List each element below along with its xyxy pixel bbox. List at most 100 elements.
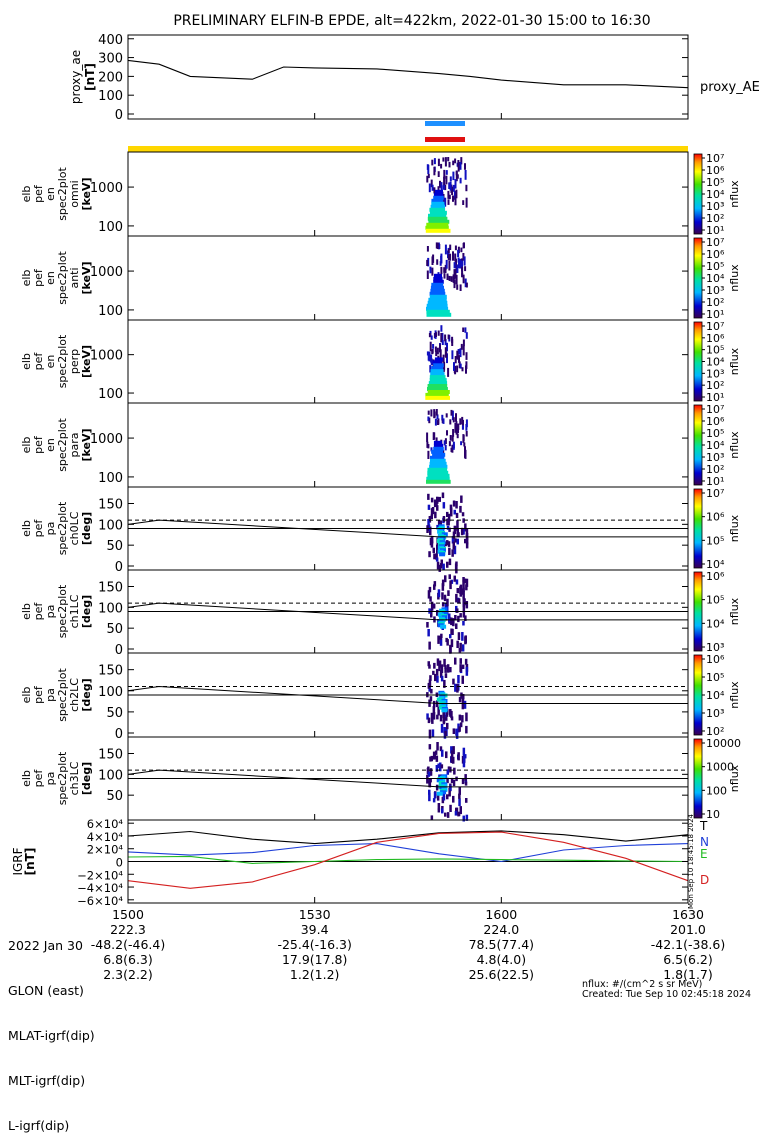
panel1-speck: [445, 175, 448, 185]
panel1-flux-cell: [435, 189, 443, 194]
panel3-flux-cell: [431, 366, 444, 371]
panel2-ytick-label: 100: [98, 304, 123, 319]
panel6-speck: [447, 590, 450, 596]
panel3-zlabel-tick: 10³: [706, 367, 724, 380]
panel5-speck: [452, 541, 455, 550]
panel1-ylabel-3: spec2plot: [56, 167, 69, 221]
panel1-speck: [459, 177, 462, 184]
panel8-ytick-label: 100: [98, 768, 123, 783]
panel2-speck: [464, 278, 467, 288]
panel4-speck: [444, 438, 447, 445]
panel7-speck: [446, 722, 449, 730]
panel2-speck: [447, 254, 450, 261]
panel4-speck: [461, 416, 464, 425]
panel2-speck: [453, 279, 456, 289]
panel4-speck: [449, 435, 452, 441]
panel1-ylabel-2: en: [44, 187, 57, 201]
panel3-speck: [435, 332, 437, 337]
panel4-speck: [435, 409, 438, 416]
panel2-speck: [436, 259, 439, 265]
panel2-speck: [461, 266, 464, 272]
panel3-flux-cell: [429, 378, 447, 383]
panel5-speck: [465, 542, 469, 549]
panel5-speck: [446, 511, 449, 517]
igrf-legend-E: E: [700, 847, 708, 861]
panel8-speck: [461, 778, 465, 785]
panel5-ytick-label: 50: [106, 539, 123, 554]
panel4-speck: [465, 419, 468, 428]
panel5-speck: [430, 508, 434, 516]
panel8-speck: [459, 806, 462, 815]
panel1-speck: [430, 179, 433, 188]
panel1-zlabel-tick: 10⁶: [706, 164, 725, 177]
panel7-speck: [428, 679, 432, 686]
panel8-speck: [464, 774, 467, 781]
panel1-ylabel-0: elb: [20, 186, 33, 203]
panel8-speck: [437, 803, 441, 810]
panel7-speck: [461, 664, 465, 669]
panel7-zlabel-tick: 10³: [706, 707, 724, 720]
panel7-zlabel-tick: 10²: [706, 725, 724, 738]
panel6-speck: [461, 632, 464, 641]
panel1-speck: [456, 174, 459, 179]
panel7-speck: [452, 678, 455, 685]
panel2-speck: [449, 244, 452, 250]
panel5-speck: [432, 547, 435, 554]
panel8-speck: [458, 786, 461, 795]
panel2-speck: [431, 267, 434, 276]
panel4-ylabel-4: para: [68, 433, 81, 458]
panel3-ylabel-1: pef: [32, 352, 45, 371]
panel2-speck: [456, 264, 459, 273]
units-note: nflux: #/(cm^2 s sr MeV): [582, 979, 703, 990]
panel2-speck: [450, 276, 453, 282]
panel5-speck: [447, 513, 451, 522]
panel5-speck: [430, 541, 434, 548]
panel8-speck: [450, 750, 454, 758]
panel8-ytick-label: 150: [98, 748, 123, 763]
panel2-speck: [459, 284, 462, 291]
panel3-flux-cell: [425, 395, 450, 400]
panel3-speck: [451, 339, 454, 346]
panel5-speck: [465, 537, 469, 545]
panel8-ylabel-5: [deg]: [80, 762, 93, 795]
x-row-value: -25.4(-16.3): [277, 937, 351, 952]
panel1-zlabel-tick: 10⁴: [706, 188, 725, 201]
panel4-speck: [461, 425, 464, 430]
panel5-speck: [437, 520, 441, 526]
panel1-speck: [464, 170, 467, 180]
panel1-speck: [443, 184, 445, 190]
panel3-ylabel-3: spec2plot: [56, 334, 69, 388]
panel7-speck: [439, 714, 443, 722]
panel1-speck: [455, 189, 458, 199]
panel8-speck: [432, 751, 436, 760]
panel4-ytick-label: 100: [98, 471, 123, 486]
panel5-colorbar: [693, 488, 703, 569]
panel1-speck: [440, 163, 443, 169]
panel4-speck: [436, 414, 439, 420]
igrf-ylabel: IGRF: [11, 847, 25, 875]
panel5-speck: [450, 507, 453, 517]
panel2-flux-cell: [433, 279, 444, 284]
panel1-flux-cell: [425, 225, 449, 230]
panel5-speck: [447, 518, 450, 526]
panel1-speck: [452, 184, 455, 192]
panel6-speck: [465, 578, 469, 587]
panel4-flux-cell: [430, 458, 446, 463]
panel5-speck: [448, 558, 452, 566]
igrf-series-D: [127, 831, 689, 889]
panel5-speck: [441, 492, 445, 499]
panel3-speck: [431, 349, 434, 354]
panel6-speck: [459, 613, 462, 618]
panel4-speck: [456, 434, 459, 439]
panel5-speck: [454, 538, 457, 543]
panel6-speck: [446, 598, 449, 607]
panel7-speck: [436, 714, 439, 720]
panel8-speck: [458, 793, 461, 799]
panel8-speck: [465, 798, 468, 803]
panel5-speck: [446, 561, 449, 568]
panel7-colorbar-label: nflux: [728, 681, 741, 709]
panel4-speck: [442, 418, 445, 424]
panel6-speck: [455, 579, 459, 585]
panel8-colorbar-label: nflux: [728, 764, 741, 792]
proxy-ae-line: [127, 59, 689, 89]
